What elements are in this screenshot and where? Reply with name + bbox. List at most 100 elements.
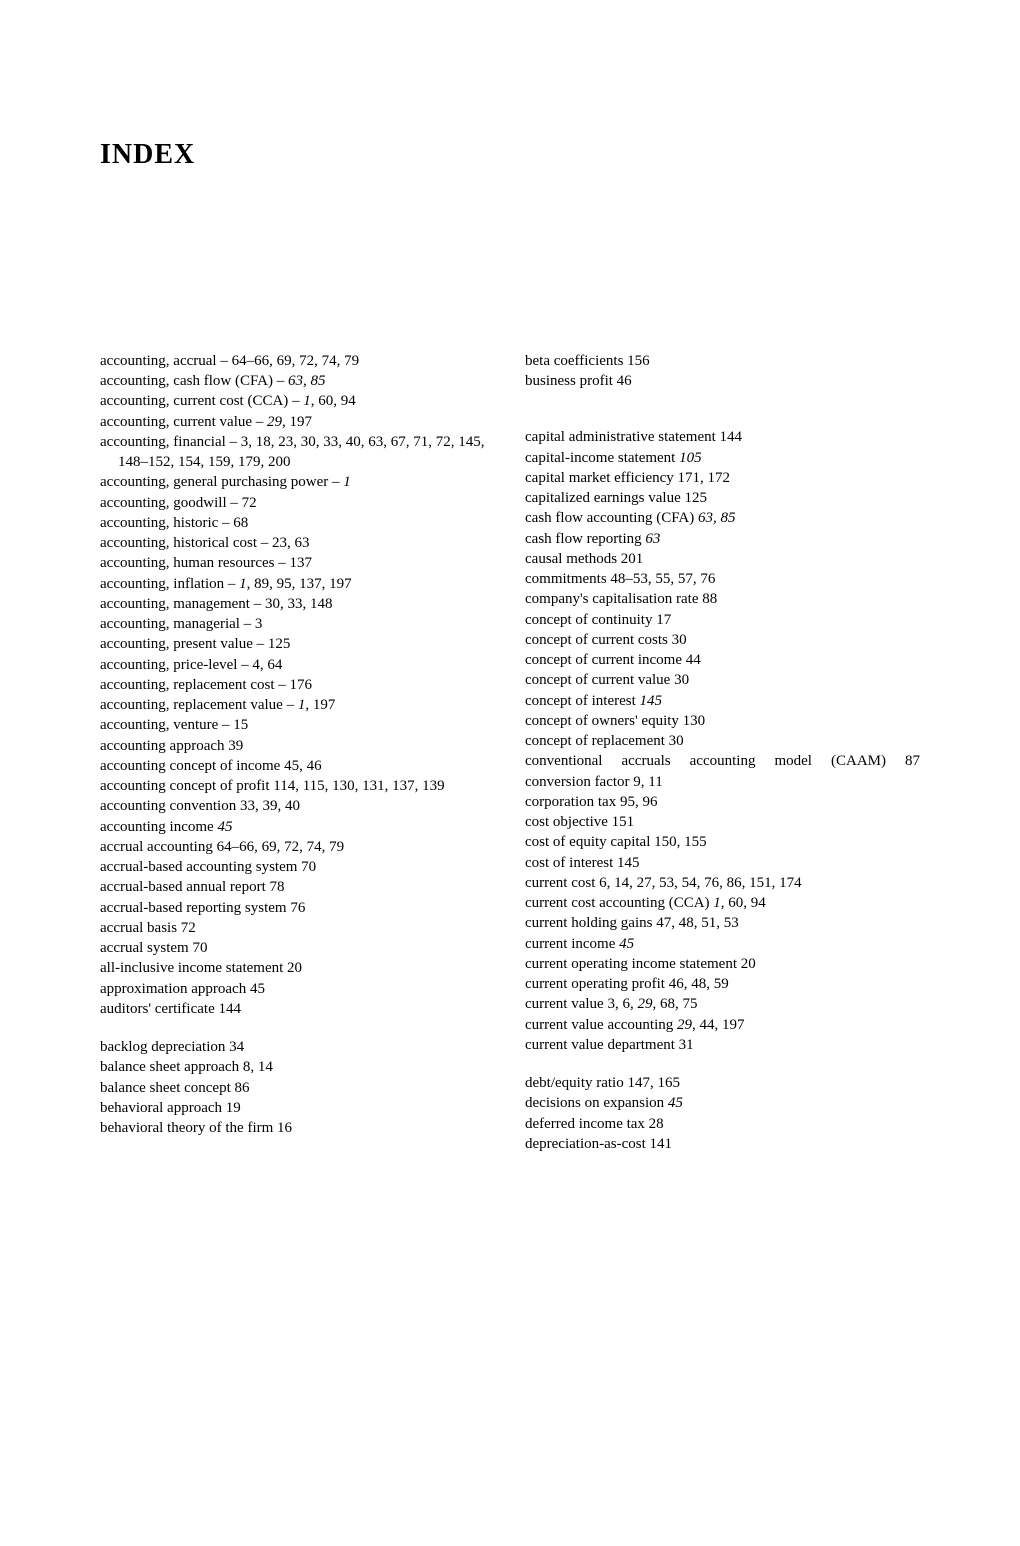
index-text: , 60, 94 xyxy=(311,393,356,409)
index-text: concept of current income 44 xyxy=(525,652,701,668)
index-text: beta coefficients 156 xyxy=(525,353,650,369)
index-entry: accounting, cash flow (CFA) – 63, 85 xyxy=(100,371,495,391)
index-entry: current value department 31 xyxy=(525,1035,920,1055)
index-entry: capital-income statement 105 xyxy=(525,448,920,468)
index-entry: accounting concept of income 45, 46 xyxy=(100,756,495,776)
index-text: accrual-based reporting system 76 xyxy=(100,900,305,916)
index-entry: conventional accruals accounting model (… xyxy=(525,751,920,771)
index-text: commitments 48–53, 55, 57, 76 xyxy=(525,571,715,587)
index-text: 29 xyxy=(267,414,282,430)
index-text: accounting, managerial – 3 xyxy=(100,616,262,632)
index-entry: accounting, current cost (CCA) – 1, 60, … xyxy=(100,391,495,411)
index-text: accounting, cash flow (CFA) – xyxy=(100,373,288,389)
index-text: behavioral approach 19 xyxy=(100,1100,241,1116)
index-text: 63 xyxy=(645,531,660,547)
index-entry: current cost 6, 14, 27, 53, 54, 76, 86, … xyxy=(525,873,920,893)
index-text: current income xyxy=(525,936,619,952)
index-entry: decisions on expansion 45 xyxy=(525,1093,920,1113)
index-entry: accounting, current value – 29, 197 xyxy=(100,412,495,432)
index-text: accounting income xyxy=(100,819,217,835)
index-entry: corporation tax 95, 96 xyxy=(525,792,920,812)
index-entry: accounting, present value – 125 xyxy=(100,634,495,654)
index-text: accounting, accrual – 64–66, 69, 72, 74,… xyxy=(100,353,359,369)
index-entry: cost of interest 145 xyxy=(525,853,920,873)
index-entry: current income 45 xyxy=(525,934,920,954)
index-entry: conversion factor 9, 11 xyxy=(525,772,920,792)
index-entry: accounting, management – 30, 33, 148 xyxy=(100,594,495,614)
index-text: accounting, financial – 3, 18, 23, 30, 3… xyxy=(100,434,485,470)
index-entry: cost of equity capital 150, 155 xyxy=(525,832,920,852)
index-entry: cost objective 151 xyxy=(525,812,920,832)
index-entry: concept of interest 145 xyxy=(525,691,920,711)
index-text: , 89, 95, 137, 197 xyxy=(247,576,352,592)
index-entry: accrual-based reporting system 76 xyxy=(100,898,495,918)
index-entry: capital market efficiency 171, 172 xyxy=(525,468,920,488)
index-text: 29 xyxy=(677,1017,692,1033)
index-text: accounting, historical cost – 23, 63 xyxy=(100,535,310,551)
index-text: , 44, 197 xyxy=(692,1017,745,1033)
index-text: current cost accounting (CCA) xyxy=(525,895,713,911)
index-text: current value department 31 xyxy=(525,1037,694,1053)
index-text: accounting, current cost (CCA) – xyxy=(100,393,303,409)
index-text: 45 xyxy=(619,936,634,952)
index-text: current operating income statement 20 xyxy=(525,956,756,972)
index-text: conventional accruals accounting model (… xyxy=(525,753,920,769)
index-text: balance sheet approach 8, 14 xyxy=(100,1059,273,1075)
index-text: accounting, replacement value – xyxy=(100,697,298,713)
index-text: accounting, current value – xyxy=(100,414,267,430)
index-text: concept of replacement 30 xyxy=(525,733,684,749)
index-text: accounting approach 39 xyxy=(100,738,243,754)
index-entry: current operating income statement 20 xyxy=(525,954,920,974)
index-entry: debt/equity ratio 147, 165 xyxy=(525,1073,920,1093)
index-text: conversion factor 9, 11 xyxy=(525,774,663,790)
index-text: , 68, 75 xyxy=(652,996,697,1012)
index-text: causal methods 201 xyxy=(525,551,643,567)
index-text: capitalized earnings value 125 xyxy=(525,490,707,506)
page-title: INDEX xyxy=(100,139,920,171)
index-entry: backlog depreciation 34 xyxy=(100,1037,495,1057)
index-text: 45 xyxy=(668,1095,683,1111)
index-entry: cash flow reporting 63 xyxy=(525,529,920,549)
index-text: capital-income statement xyxy=(525,450,679,466)
index-text: cash flow accounting (CFA) xyxy=(525,510,698,526)
index-text: concept of current value 30 xyxy=(525,672,689,688)
index-entry: current cost accounting (CCA) 1, 60, 94 xyxy=(525,893,920,913)
index-text: accounting, human resources – 137 xyxy=(100,555,312,571)
index-text: current value 3, 6, xyxy=(525,996,637,1012)
index-text: 105 xyxy=(679,450,702,466)
index-text: corporation tax 95, 96 xyxy=(525,794,657,810)
index-entry: accounting, replacement cost – 176 xyxy=(100,675,495,695)
index-text: accounting, goodwill – 72 xyxy=(100,495,257,511)
index-text: current cost 6, 14, 27, 53, 54, 76, 86, … xyxy=(525,875,802,891)
index-text: , 197 xyxy=(282,414,312,430)
index-entry: accounting concept of profit 114, 115, 1… xyxy=(100,776,495,796)
index-text: accounting concept of income 45, 46 xyxy=(100,758,322,774)
index-text: 63, 85 xyxy=(288,373,326,389)
index-entry: balance sheet approach 8, 14 xyxy=(100,1057,495,1077)
letter-spacer xyxy=(100,1019,495,1037)
index-entry: auditors' certificate 144 xyxy=(100,999,495,1019)
index-entry: accounting, venture – 15 xyxy=(100,715,495,735)
index-text: accrual system 70 xyxy=(100,940,207,956)
index-entry: accounting approach 39 xyxy=(100,736,495,756)
index-entry: beta coefficients 156 xyxy=(525,351,920,371)
index-text: business profit 46 xyxy=(525,373,632,389)
index-entry: all-inclusive income statement 20 xyxy=(100,958,495,978)
index-text: concept of interest xyxy=(525,693,640,709)
index-text: capital administrative statement 144 xyxy=(525,429,742,445)
index-text: cost objective 151 xyxy=(525,814,634,830)
right-column: beta coefficients 156 business profit 46 c… xyxy=(525,351,920,1154)
index-text: concept of continuity 17 xyxy=(525,612,671,628)
index-text: current value accounting xyxy=(525,1017,677,1033)
index-entry: accounting, general purchasing power – 1 xyxy=(100,472,495,492)
index-entry: accounting, inflation – 1, 89, 95, 137, … xyxy=(100,574,495,594)
index-entry: accrual accounting 64–66, 69, 72, 74, 79 xyxy=(100,837,495,857)
index-text: accrual-based annual report 78 xyxy=(100,879,285,895)
index-entry: concept of current costs 30 xyxy=(525,630,920,650)
index-entry: deferred income tax 28 xyxy=(525,1114,920,1134)
index-text: 1 xyxy=(303,393,311,409)
index-entry: concept of current income 44 xyxy=(525,650,920,670)
index-text: accounting, venture – 15 xyxy=(100,717,248,733)
index-columns: accounting, accrual – 64–66, 69, 72, 74,… xyxy=(100,351,920,1154)
index-text: 45 xyxy=(217,819,232,835)
